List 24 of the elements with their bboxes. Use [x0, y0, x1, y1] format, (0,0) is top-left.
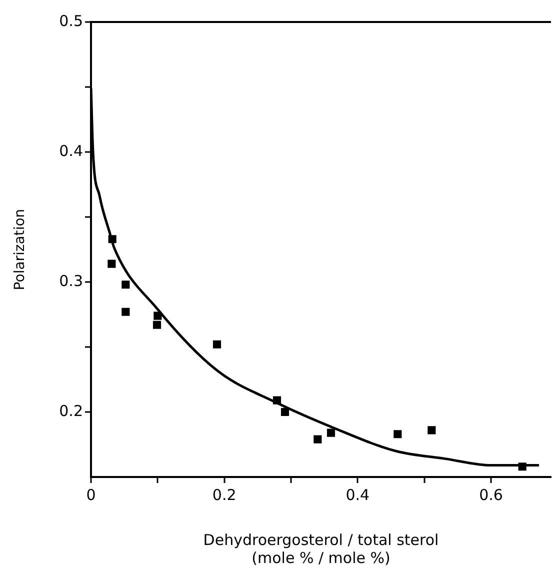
y-tick-label: 0.2: [59, 402, 83, 420]
x-axis-title: Dehydroergosterol / total sterol (mole % / mole %): [203, 530, 439, 567]
point: [122, 308, 130, 316]
x-tick-label: 0.6: [479, 486, 503, 504]
point: [428, 426, 436, 434]
point: [280, 408, 290, 416]
point: [518, 462, 526, 471]
x-tick-label: 0.2: [212, 486, 236, 504]
x-tick-label: 0.4: [346, 486, 370, 504]
point: [314, 435, 322, 444]
point: [122, 280, 130, 289]
point: [212, 340, 222, 348]
point: [108, 260, 116, 268]
y-tick-label: 0.4: [59, 142, 83, 160]
point: [152, 320, 162, 329]
point: [272, 396, 282, 404]
point: [154, 312, 162, 320]
x-tick-label: 0: [86, 486, 96, 504]
y-tick-label: 0.5: [59, 12, 83, 30]
y-axis-title: Polarization: [12, 208, 28, 290]
y-tick-label: 0.3: [59, 272, 83, 290]
point: [394, 430, 402, 438]
point: [326, 428, 336, 437]
point: [108, 235, 116, 244]
